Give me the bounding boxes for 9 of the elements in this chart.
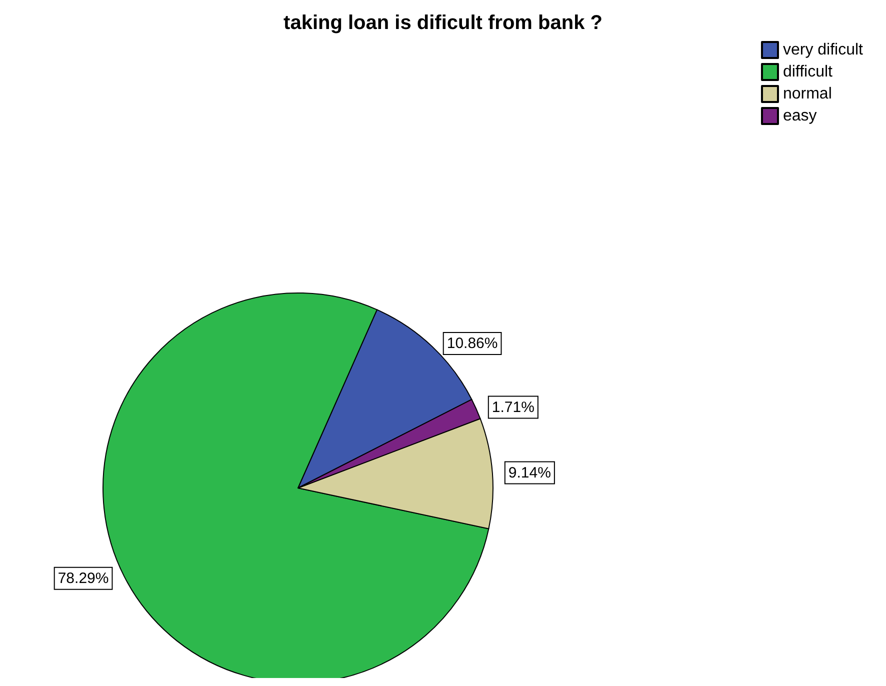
data-label: 10.86%: [446, 335, 498, 352]
legend-label: easy: [782, 108, 817, 124]
data-label: 78.29%: [58, 570, 109, 587]
legend-label: very dificult: [782, 42, 864, 58]
legend-label: difficult: [782, 64, 834, 80]
chart-title: taking loan is dificult from bank ?: [284, 12, 602, 34]
legend-label: normal: [782, 86, 832, 102]
data-label: 1.71%: [492, 398, 534, 416]
data-label: 9.14%: [508, 464, 551, 482]
